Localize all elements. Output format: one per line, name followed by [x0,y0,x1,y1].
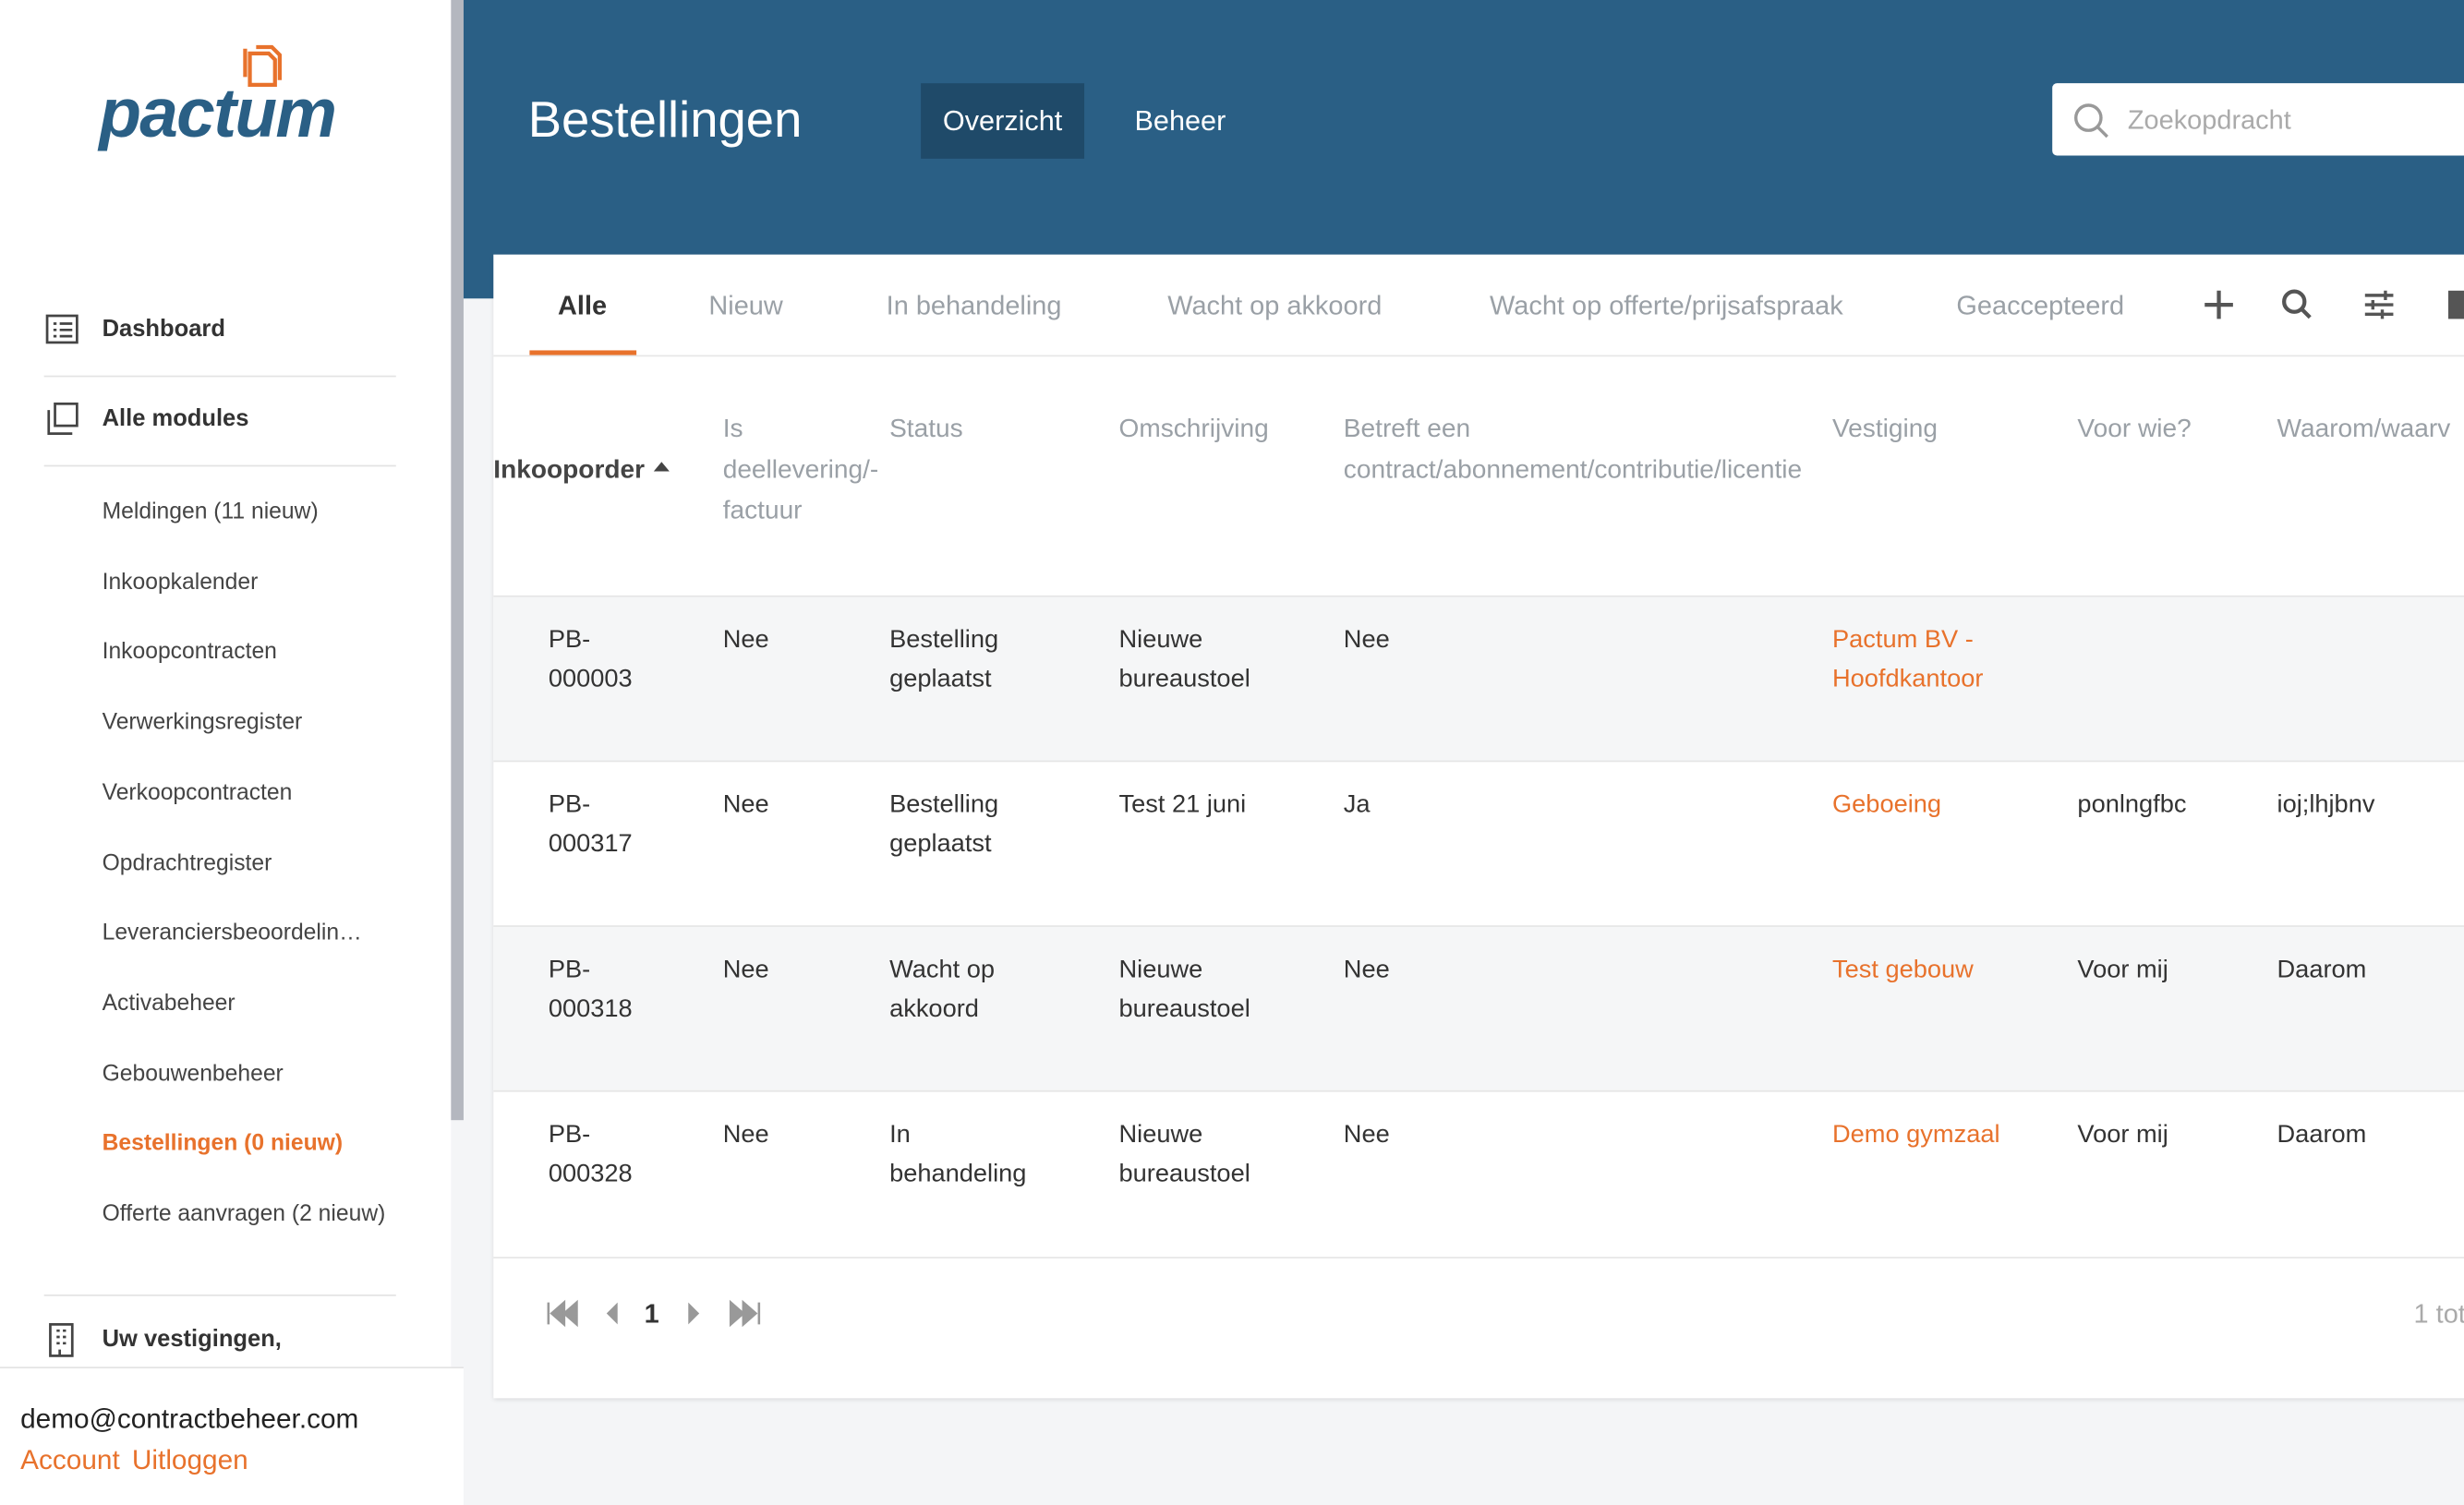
column-header[interactable]: Inkooporder [493,450,682,490]
table-cell: ponlngfbc [2077,791,2187,819]
active-tab-underline [529,350,637,355]
table-cell: Nee [1343,957,1390,984]
table-cell[interactable]: Pactum BV - Hoofdkantoor [1831,626,1984,693]
table-cell[interactable]: Geboeing [1831,791,1942,819]
pagination-icons [547,1299,761,1328]
table-cell: Nee [1343,1121,1390,1149]
account-link[interactable]: Account [20,1443,120,1475]
module-link[interactable]: Meldingen (11 nieuw) [102,500,319,525]
table-cell: Voor mij [2077,1121,2168,1149]
sidebar: pactum Dashboard Alle modules Uw vestigi… [0,0,464,1505]
table-cell: PB-000003 [548,626,633,693]
separator [493,355,2464,357]
module-link[interactable]: Gebouwenbeheer [102,1061,284,1087]
nav-item[interactable]: Dashboard [102,316,225,343]
table-footer-line [493,1257,2464,1258]
table-cell: ioj;lhjbnv [2277,791,2375,819]
header: Bestellingen Zoekopdracht Overzicht Behee… [463,0,2464,299]
table-cell: Voor mij [2077,957,2168,984]
toolbar-icons [2204,289,2464,319]
separator [43,1294,396,1296]
module-link[interactable]: Verkoopcontracten [102,780,293,806]
user-email: demo@contractbeheer.com [20,1403,359,1435]
module-link[interactable]: Inkoopkalender [102,570,259,596]
column-header[interactable]: Is deellevering/-factuur [722,415,879,525]
page-summary: 1 tot [2413,1299,2464,1330]
building-icon [49,1323,74,1357]
table-row[interactable] [493,925,2464,1092]
user-panel: demo@contractbeheer.com Account Uitlogge… [0,1367,464,1505]
table-cell: Nieuwe bureaustoel [1118,1121,1250,1188]
scrollbar [451,0,464,1121]
module-link[interactable]: Leveranciersbeoordelin… [102,921,362,946]
table-cell: Nee [1343,626,1390,654]
column-header[interactable]: Waarom/waarv [2277,415,2451,443]
table-cell: Nee [722,1121,769,1149]
column-header[interactable]: Betreft een contract/abonnement/contribu… [1343,415,1803,485]
table-cell: Wacht op akkoord [889,957,996,1023]
sort-arrow [654,454,670,472]
header-tab[interactable]: Overzicht [921,83,1085,159]
filter-tab[interactable]: In behandeling [886,290,1062,321]
logo: pactum [99,75,337,153]
filter-tab[interactable]: Nieuw [708,290,783,321]
filter-tab[interactable]: Wacht op akkoord [1167,290,1383,321]
column-header[interactable]: Voor wie? [2077,415,2192,443]
module-link[interactable]: Inkoopcontracten [102,640,277,666]
table-cell: PB-000317 [548,791,633,859]
header-tab[interactable]: Beheer [1134,105,1226,138]
table-row[interactable] [493,1090,2464,1257]
table-cell: Test 21 juni [1118,791,1247,819]
table-cell: Nieuwe bureaustoel [1118,626,1250,693]
table-cell: PB-000328 [548,1121,633,1188]
filter-tab[interactable]: Alle [558,290,608,321]
module-link[interactable]: Bestellingen (0 nieuw) [102,1131,344,1157]
page-title: Bestellingen [527,90,803,148]
page-number[interactable]: 1 [644,1299,659,1330]
table-cell[interactable]: Test gebouw [1831,957,1974,984]
logo-icon [243,44,282,88]
logout-link[interactable]: Uitloggen [131,1443,248,1475]
table-cell: Daarom [2277,957,2367,984]
nav-section[interactable]: Uw vestigingen, [102,1326,282,1354]
table-cell: Nieuwe bureaustoel [1118,957,1250,1023]
search-placeholder: Zoekopdracht [2127,105,2291,136]
table-cell: Bestelling geplaatst [889,626,999,693]
table-cell: Bestelling geplaatst [889,791,999,859]
search-box[interactable]: Zoekopdracht [2052,83,2464,156]
module-link[interactable]: Opdrachtregister [102,850,272,876]
module-link[interactable]: Verwerkingsregister [102,710,303,736]
table-cell: Daarom [2277,1121,2367,1149]
filter-tab[interactable]: Wacht op offerte/prijsafspraak [1490,290,1843,321]
dashboard-icon [45,314,79,344]
search-icon [2074,103,2108,138]
separator [43,375,396,378]
table-cell: Ja [1343,791,1371,819]
separator [43,464,396,467]
table-row[interactable] [493,760,2464,927]
module-link[interactable]: Offerte aanvragen (2 nieuw) [102,1201,386,1227]
table-cell: Nee [722,957,769,984]
table-cell: Nee [722,626,769,654]
table-cell: Nee [722,791,769,819]
module-link[interactable]: Activabeheer [102,991,236,1017]
table-card [493,254,2464,1399]
column-header[interactable]: Status [889,415,963,443]
nav-item[interactable]: Alle modules [102,404,249,432]
table-cell: PB-000318 [548,957,633,1023]
filter-tab[interactable]: Geaccepteerd [1956,290,2125,321]
table-cell[interactable]: Demo gymzaal [1831,1121,2000,1149]
column-header[interactable]: Omschrijving [1118,415,1269,443]
table-cell: In behandeling [889,1121,1027,1188]
column-header[interactable]: Vestiging [1831,415,1938,443]
modules-icon [47,402,79,435]
table-row[interactable] [493,595,2464,763]
